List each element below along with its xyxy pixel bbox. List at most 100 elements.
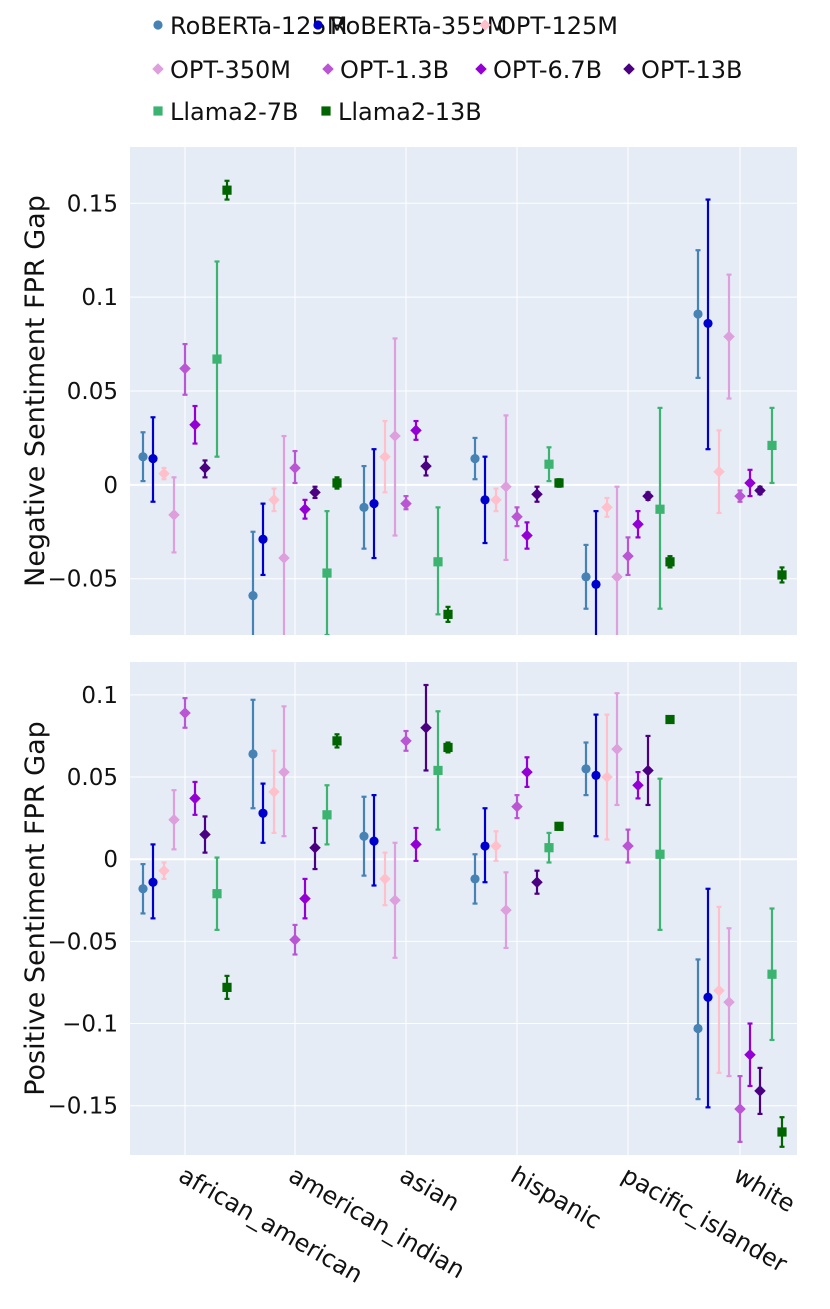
legend-item-roberta-355m: RoBERTa-355M bbox=[313, 12, 507, 40]
point-llama2-7b-hispanic bbox=[544, 459, 554, 469]
point-opt-350m-hispanic bbox=[500, 904, 512, 916]
point-opt-350m-asian bbox=[389, 430, 401, 442]
point-roberta-355m-hispanic bbox=[480, 841, 490, 851]
point-opt-6-7b-pacific-islander bbox=[632, 518, 644, 531]
y-tick-label: 0.1 bbox=[81, 285, 118, 311]
point-roberta-355m-asian bbox=[369, 499, 379, 509]
y-tick-label: −0.05 bbox=[48, 929, 118, 955]
legend-marker-roberta-125m bbox=[153, 20, 163, 30]
legend-label-opt-125m: OPT-125M bbox=[497, 12, 618, 40]
point-opt-13b-white bbox=[754, 484, 766, 497]
point-opt-350m-white bbox=[723, 330, 735, 343]
point-llama2-7b-hispanic bbox=[544, 843, 554, 853]
point-roberta-125m-asian bbox=[359, 831, 369, 841]
point-opt-125m-american-indian bbox=[268, 494, 280, 506]
y-axis-title: Negative Sentiment FPR Gap bbox=[20, 195, 51, 587]
point-opt-13b-white bbox=[754, 1085, 766, 1097]
legend-label-opt-350m: OPT-350M bbox=[170, 56, 291, 84]
point-roberta-355m-african-american bbox=[148, 453, 158, 464]
point-roberta-125m-pacific-islander bbox=[581, 764, 591, 774]
x-tick-label-white: white bbox=[729, 1161, 800, 1218]
legend-label-opt-1-3b: OPT-1.3B bbox=[340, 56, 449, 84]
point-llama2-7b-african-american bbox=[212, 354, 222, 364]
point-opt-6-7b-african-american bbox=[189, 419, 201, 431]
point-roberta-355m-white bbox=[703, 992, 713, 1002]
point-opt-1-3b-african-american bbox=[179, 362, 191, 375]
point-llama2-13b-hispanic bbox=[554, 478, 564, 488]
legend-marker-opt-350m bbox=[152, 63, 164, 75]
point-opt-1-3b-hispanic bbox=[511, 511, 523, 523]
point-roberta-125m-hispanic bbox=[470, 874, 480, 884]
point-opt-6-7b-american-indian bbox=[299, 892, 311, 905]
point-roberta-125m-white bbox=[693, 1023, 703, 1034]
point-opt-1-3b-pacific-islander bbox=[622, 840, 634, 852]
legend-label-opt-13b: OPT-13B bbox=[641, 56, 742, 84]
point-opt-1-3b-asian bbox=[400, 497, 412, 510]
point-llama2-7b-white bbox=[767, 440, 777, 451]
point-opt-1-3b-white bbox=[734, 1103, 746, 1115]
x-tick-label-hispanic: hispanic bbox=[506, 1161, 606, 1235]
point-opt-6-7b-white bbox=[744, 477, 756, 489]
point-roberta-355m-pacific-islander bbox=[591, 770, 601, 780]
point-roberta-125m-asian bbox=[359, 502, 369, 512]
point-opt-13b-asian bbox=[420, 460, 432, 472]
point-llama2-13b-asian bbox=[443, 609, 453, 619]
y-tick-label: 0.05 bbox=[67, 379, 118, 405]
point-opt-350m-african-american bbox=[168, 814, 180, 826]
point-opt-6-7b-hispanic bbox=[521, 766, 533, 778]
point-opt-6-7b-african-american bbox=[189, 792, 201, 805]
point-roberta-355m-african-american bbox=[148, 877, 158, 887]
point-opt-1-3b-asian bbox=[400, 735, 412, 747]
point-opt-125m-white bbox=[713, 465, 725, 478]
legend-label-llama2-7b: Llama2-7B bbox=[170, 98, 299, 126]
point-llama2-13b-african-american bbox=[222, 185, 232, 195]
point-llama2-7b-american-indian bbox=[322, 568, 332, 578]
point-opt-125m-hispanic bbox=[490, 840, 502, 852]
point-roberta-355m-hispanic bbox=[480, 495, 490, 505]
point-roberta-125m-african-american bbox=[138, 884, 148, 894]
point-roberta-125m-african-american bbox=[138, 452, 148, 462]
point-opt-125m-pacific-islander bbox=[601, 501, 613, 514]
point-opt-125m-asian bbox=[379, 450, 391, 463]
point-opt-125m-african-american bbox=[158, 467, 170, 480]
legend-marker-opt-1-3b bbox=[322, 63, 334, 75]
point-llama2-13b-american-indian bbox=[332, 736, 342, 746]
point-roberta-355m-american-indian bbox=[258, 534, 268, 544]
point-opt-125m-asian bbox=[379, 873, 391, 885]
legend-label-roberta-355m: RoBERTa-355M bbox=[330, 12, 507, 40]
point-roberta-125m-pacific-islander bbox=[581, 572, 591, 582]
point-opt-13b-hispanic bbox=[531, 876, 543, 888]
point-roberta-125m-american-indian bbox=[248, 590, 258, 601]
point-opt-6-7b-pacific-islander bbox=[632, 779, 644, 791]
legend-label-llama2-13b: Llama2-13B bbox=[338, 98, 482, 126]
point-opt-6-7b-hispanic bbox=[521, 529, 533, 542]
legend-marker-llama2-13b bbox=[321, 106, 331, 116]
legend-marker-opt-6-7b bbox=[475, 63, 487, 75]
plot-area-background bbox=[130, 662, 797, 1155]
legend-item-llama2-13b: Llama2-13B bbox=[321, 98, 482, 126]
point-opt-13b-american-indian bbox=[309, 841, 321, 854]
positive-sentiment-panel: −0.15 −0.1 −0.05 0 0.05 0.1 Positive Sentiment… bbox=[20, 662, 797, 1155]
point-opt-350m-white bbox=[723, 996, 735, 1008]
x-tick-label-african-american: african_american bbox=[174, 1161, 368, 1289]
point-opt-13b-african-american bbox=[199, 462, 211, 474]
point-llama2-13b-african-american bbox=[222, 982, 232, 992]
legend-marker-opt-125m bbox=[479, 19, 491, 31]
legend-item-llama2-7b: Llama2-7B bbox=[153, 98, 299, 126]
point-llama2-7b-asian bbox=[433, 557, 443, 567]
point-opt-350m-asian bbox=[389, 894, 401, 907]
y-tick-label: −0.1 bbox=[62, 1012, 118, 1038]
legend-item-opt-13b: OPT-13B bbox=[623, 56, 742, 84]
point-opt-13b-african-american bbox=[199, 828, 211, 841]
point-roberta-355m-asian bbox=[369, 836, 379, 846]
point-opt-13b-hispanic bbox=[531, 488, 543, 500]
y-tick-label: −0.15 bbox=[48, 1094, 118, 1120]
point-llama2-13b-white bbox=[777, 570, 787, 580]
point-opt-1-3b-american-indian bbox=[289, 462, 301, 474]
legend-item-opt-350m: OPT-350M bbox=[152, 56, 291, 84]
y-tick-label: 0 bbox=[103, 473, 118, 499]
point-opt-13b-asian bbox=[420, 721, 432, 734]
point-opt-6-7b-asian bbox=[410, 838, 422, 851]
legend-item-opt-1-3b: OPT-1.3B bbox=[322, 56, 449, 84]
